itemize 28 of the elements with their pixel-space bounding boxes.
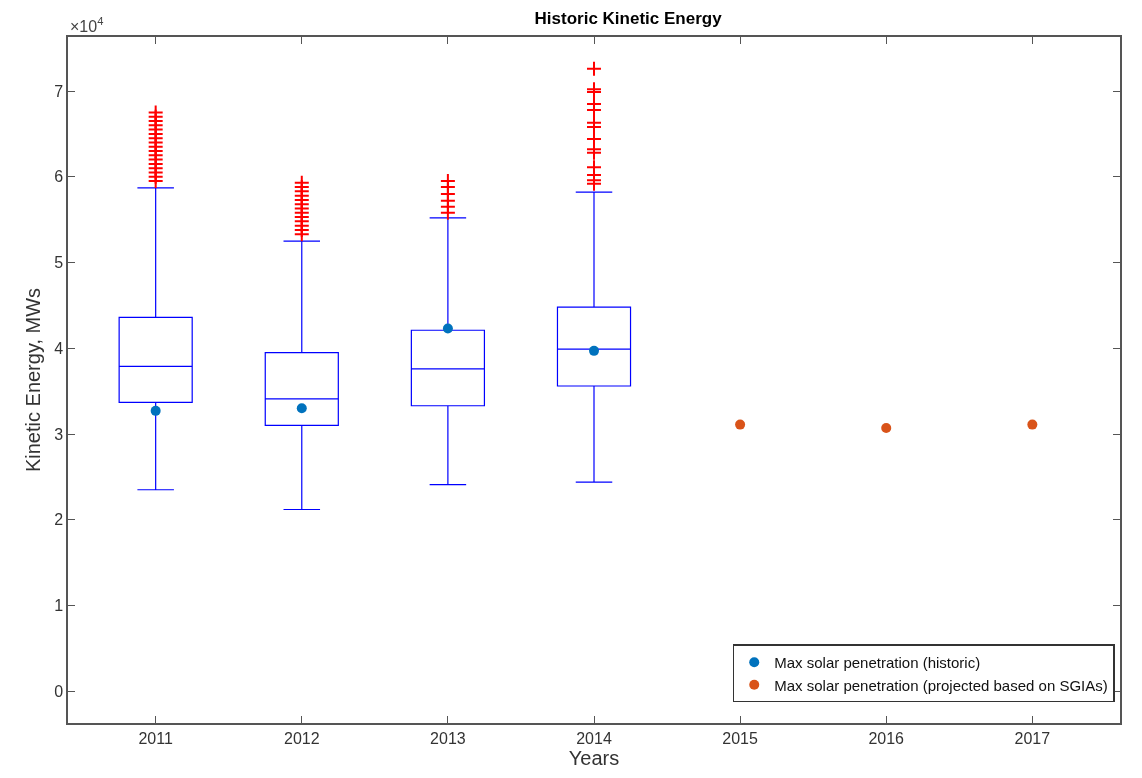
x-tick-label: 2015: [722, 729, 759, 747]
point: [150, 405, 161, 416]
y-tick-label: 1: [54, 597, 64, 615]
text: ×10$^{4}$: [70, 15, 104, 35]
x-tick-label: 2016: [868, 729, 905, 747]
y-tick-label: 4: [54, 339, 64, 357]
point: [589, 345, 599, 356]
point: [442, 323, 453, 334]
legend-label: Max solar penetration (historic): [774, 654, 981, 672]
x-tick-label: 2017: [1014, 729, 1051, 747]
y-tick-label: 0: [54, 682, 64, 700]
y-tick-label: 6: [54, 168, 64, 186]
y-tick-label: 2: [54, 511, 64, 529]
y-tick-label: 7: [54, 82, 64, 100]
y-axis-title: Kinetic Energy, MWs: [22, 287, 45, 473]
x-tick-label: 2013: [430, 729, 466, 747]
x-tick-label: 2011: [138, 729, 173, 747]
point: [1027, 419, 1038, 430]
point: [296, 403, 307, 414]
x-axis-title: Years: [568, 746, 620, 769]
point: [881, 423, 892, 434]
legend-label: Max solar penetration (projected based on SGIAs): [774, 676, 1108, 694]
point: [735, 419, 746, 430]
chart-title: Historic Kinetic Energy: [534, 8, 723, 28]
x-tick-label: 2012: [283, 729, 320, 747]
y-tick-label: 5: [54, 254, 64, 272]
x-tick-label: 2014: [576, 729, 612, 747]
y-tick-label: 3: [54, 425, 64, 443]
